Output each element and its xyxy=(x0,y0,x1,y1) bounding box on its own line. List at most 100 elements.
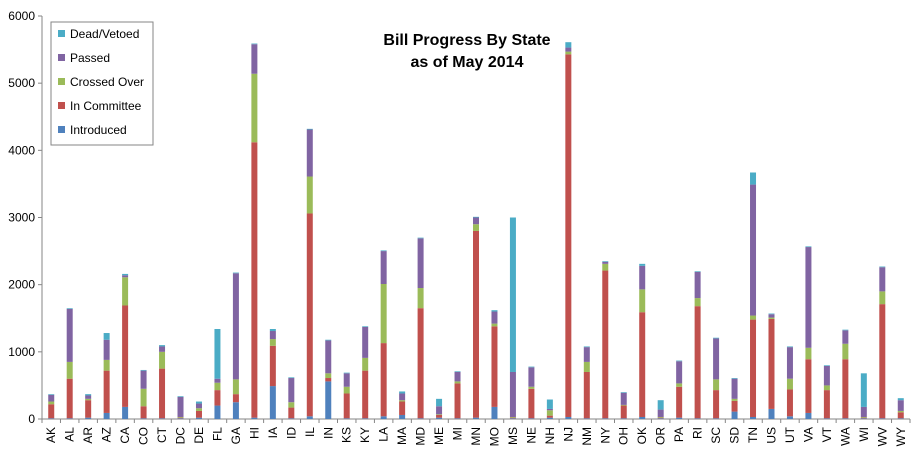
bar-sc-in-committee xyxy=(713,390,720,419)
x-tick-label: IN xyxy=(321,427,335,439)
bar-ma-crossed-over xyxy=(399,400,406,402)
bar-wv-crossed-over xyxy=(879,291,886,305)
bar-mi-introduced xyxy=(454,418,461,419)
bar-ak-passed xyxy=(48,394,55,402)
bar-wa-passed xyxy=(842,330,849,344)
y-tick-label: 1000 xyxy=(8,345,35,359)
x-tick-label: SD xyxy=(728,427,742,444)
bar-ne-in-committee xyxy=(528,388,535,419)
bar-nh-in-committee xyxy=(546,415,553,418)
bar-in-crossed-over xyxy=(325,373,332,379)
bar-nm-introduced xyxy=(583,418,590,419)
bar-in-dead-vetoed xyxy=(325,339,332,341)
bar-ma-dead-vetoed xyxy=(399,391,406,394)
bar-ky-introduced xyxy=(362,418,369,419)
bar-hi-in-committee xyxy=(251,142,258,418)
bar-ny-introduced xyxy=(602,418,609,419)
bar-sc-dead-vetoed xyxy=(713,337,720,339)
bar-ri-introduced xyxy=(694,418,701,419)
bar-mi-dead-vetoed xyxy=(454,371,461,372)
bar-id-introduced xyxy=(288,418,295,419)
chart-title-line-1: Bill Progress By State xyxy=(383,32,550,49)
bar-sd-passed xyxy=(731,378,738,399)
bar-al-passed xyxy=(66,308,73,362)
bar-mo-introduced xyxy=(491,406,498,419)
bar-md-crossed-over xyxy=(417,288,424,309)
bar-ok-in-committee xyxy=(639,312,646,417)
x-tick-label: DE xyxy=(192,427,206,444)
x-tick-label: AR xyxy=(81,427,95,444)
bar-az-introduced xyxy=(103,412,110,419)
bar-ms-dead-vetoed xyxy=(509,217,516,372)
bar-nh-introduced xyxy=(546,417,553,419)
bar-il-crossed-over xyxy=(306,176,313,214)
x-tick-label: AZ xyxy=(100,427,114,442)
bar-wy-dead-vetoed xyxy=(897,398,904,401)
x-tick-label: GA xyxy=(229,427,243,444)
bar-wa-introduced xyxy=(842,418,849,419)
bar-ok-passed xyxy=(639,265,646,290)
bar-ak-introduced xyxy=(48,418,55,419)
bar-ks-in-committee xyxy=(343,393,350,419)
bar-ri-dead-vetoed xyxy=(694,271,701,272)
x-tick-label: OH xyxy=(617,427,631,445)
chart-title-line-2: as of May 2014 xyxy=(411,54,524,71)
bar-ca-dead-vetoed xyxy=(122,273,129,276)
bar-de-introduced xyxy=(195,417,202,419)
bar-hi-dead-vetoed xyxy=(251,43,258,45)
bar-ia-dead-vetoed xyxy=(269,328,276,332)
bar-co-introduced xyxy=(140,418,147,419)
bar-ca-crossed-over xyxy=(122,277,129,306)
bar-vt-crossed-over xyxy=(823,385,830,391)
bar-me-introduced xyxy=(436,417,443,419)
bar-nm-in-committee xyxy=(583,371,590,419)
x-tick-label: WV xyxy=(875,427,889,446)
bar-wv-introduced xyxy=(879,418,886,419)
bar-ks-passed xyxy=(343,373,350,387)
bar-nj-dead-vetoed xyxy=(565,42,572,48)
bar-oh-in-committee xyxy=(620,405,627,419)
bar-tn-introduced xyxy=(750,416,757,419)
bar-la-dead-vetoed xyxy=(380,250,387,252)
bar-az-crossed-over xyxy=(103,359,110,371)
bar-in-passed xyxy=(325,340,332,374)
bar-sc-crossed-over xyxy=(713,379,720,391)
bar-mo-passed xyxy=(491,311,498,324)
bar-me-in-committee xyxy=(436,414,443,418)
bar-fl-dead-vetoed xyxy=(214,328,221,379)
bar-ut-in-committee xyxy=(786,389,793,417)
bar-il-introduced xyxy=(306,416,313,419)
bar-dc-passed xyxy=(177,396,184,417)
bar-or-introduced xyxy=(657,418,664,419)
legend-label: Dead/Vetoed xyxy=(70,27,139,41)
bar-me-dead-vetoed xyxy=(436,398,443,407)
bar-ut-introduced xyxy=(786,416,793,419)
bar-va-introduced xyxy=(805,412,812,419)
bar-wy-crossed-over xyxy=(897,410,904,413)
bar-nj-in-committee xyxy=(565,54,572,417)
bar-ok-introduced xyxy=(639,416,646,419)
bar-ia-crossed-over xyxy=(269,339,276,346)
bar-sd-introduced xyxy=(731,411,738,419)
bar-ks-crossed-over xyxy=(343,386,350,394)
bar-co-in-committee xyxy=(140,406,147,419)
x-tick-label: LA xyxy=(377,427,391,442)
bar-ga-passed xyxy=(232,273,239,380)
bar-ne-dead-vetoed xyxy=(528,366,535,368)
y-tick-label: 4000 xyxy=(8,143,35,157)
x-tick-label: IA xyxy=(266,427,280,438)
bar-ct-introduced xyxy=(159,418,166,419)
bar-ar-dead-vetoed xyxy=(85,394,92,396)
bar-pa-in-committee xyxy=(676,386,683,418)
bar-nh-dead-vetoed xyxy=(546,399,553,409)
bar-ne-passed xyxy=(528,367,535,387)
bar-ks-introduced xyxy=(343,418,350,419)
bar-ny-dead-vetoed xyxy=(602,261,609,262)
bar-nj-crossed-over xyxy=(565,51,572,55)
bar-ky-crossed-over xyxy=(362,357,369,371)
bar-mn-dead-vetoed xyxy=(473,216,479,218)
bar-ny-crossed-over xyxy=(602,263,609,271)
bar-nm-dead-vetoed xyxy=(583,346,590,348)
x-tick-label: AK xyxy=(44,427,58,443)
bar-or-in-committee xyxy=(657,417,664,419)
